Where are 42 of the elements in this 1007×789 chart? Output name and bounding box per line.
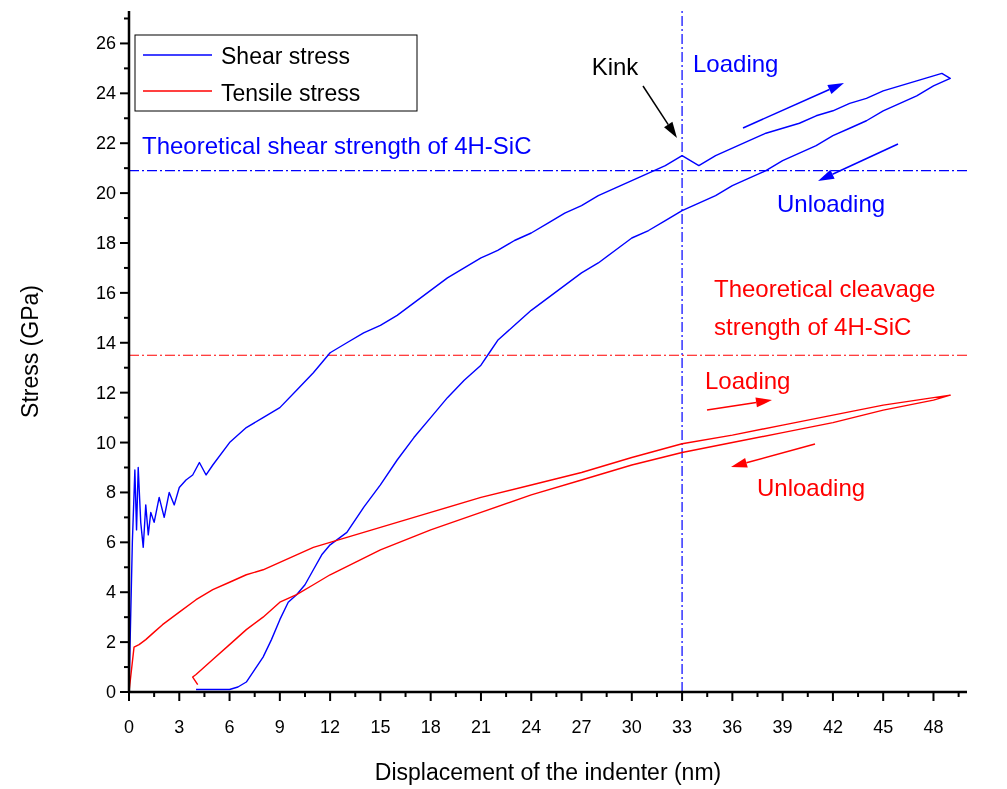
x-tick-label: 30: [621, 717, 642, 737]
annotation: Theoretical cleavage strength of 4H-SiC: [714, 275, 936, 340]
y-tick-label: 16: [95, 282, 116, 303]
annotation: Unloading: [757, 474, 866, 501]
x-tick-label: 21: [470, 717, 491, 737]
x-tick-label: 9: [274, 717, 285, 737]
y-tick-label: 4: [105, 582, 116, 603]
x-axis-title: Displacement of the indenter (nm): [374, 759, 722, 785]
annotation: Loading: [705, 367, 791, 394]
x-tick-label: 24: [521, 717, 542, 737]
y-tick-label: 22: [95, 133, 116, 154]
x-tick-label: 18: [420, 717, 441, 737]
x-tick-label: 36: [722, 717, 743, 737]
y-tick-label: 24: [95, 83, 116, 104]
x-tick-label: 45: [873, 717, 894, 737]
x-tick-label: 33: [672, 717, 693, 737]
x-tick-label: 0: [123, 717, 135, 737]
x-tick-label: 48: [923, 717, 944, 737]
x-tick-label: 39: [772, 717, 793, 737]
y-tick-label: 0: [105, 682, 116, 702]
y-tick-label: 26: [95, 33, 116, 54]
y-tick-label: 6: [105, 532, 116, 553]
y-tick-label: 2: [105, 632, 116, 653]
y-tick-label: 10: [95, 432, 116, 453]
legend-label: Tensile stress: [221, 80, 361, 106]
x-tick-label: 3: [174, 717, 185, 737]
y-tick-label: 8: [105, 482, 116, 503]
y-tick-label: 18: [95, 232, 116, 253]
x-tick-label: 27: [571, 717, 592, 737]
annotation: Kink: [591, 53, 640, 80]
y-tick-label: 20: [95, 183, 116, 204]
y-axis-title: Stress (GPa): [17, 285, 43, 418]
legend-label: Shear stress: [221, 43, 351, 69]
x-tick-label: 15: [370, 717, 391, 737]
y-tick-label: 12: [95, 382, 116, 403]
annotation: Unloading: [777, 190, 886, 217]
x-tick-label: 42: [822, 717, 843, 737]
y-tick-label: 14: [95, 332, 116, 353]
x-tick-label: 12: [320, 717, 341, 737]
x-tick-label: 6: [224, 717, 235, 737]
annotation: Theoretical shear strength of 4H-SiC: [142, 132, 532, 159]
annotation: Loading: [693, 50, 779, 77]
